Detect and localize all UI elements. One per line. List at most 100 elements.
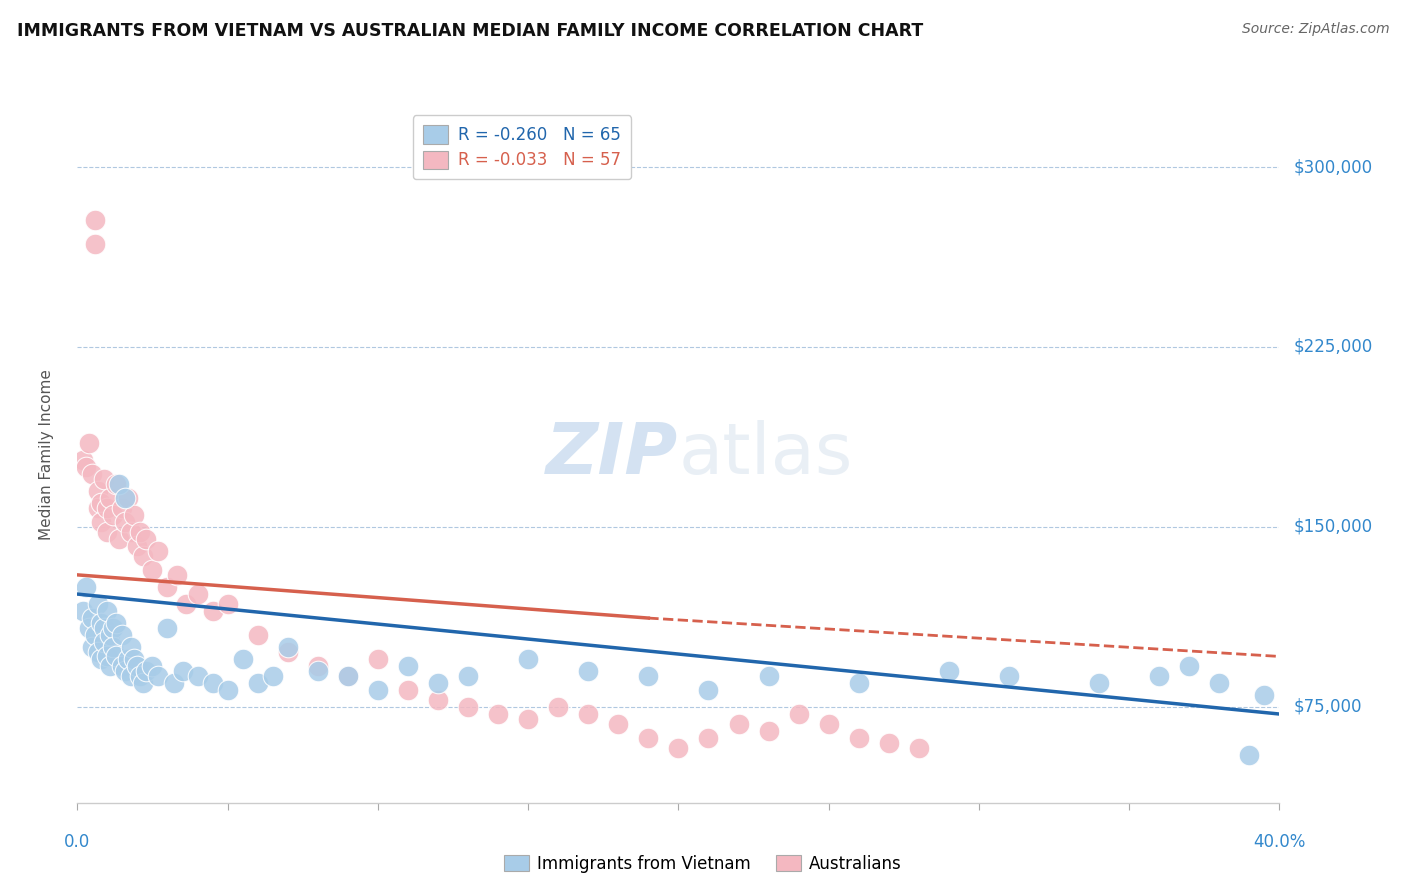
Point [87, 500, 110, 515]
Point [90, 652, 112, 666]
Point [103, 508, 125, 522]
Point [998, 668, 1021, 682]
Point [132, 676, 155, 690]
Point [82, 611, 104, 625]
Point [75, 459, 97, 474]
Point [82, 467, 104, 482]
Text: atlas: atlas [679, 420, 853, 490]
Point [148, 668, 170, 682]
Point [82, 640, 104, 654]
Point [129, 668, 152, 682]
Point [100, 628, 122, 642]
Point [277, 645, 299, 659]
Point [75, 580, 97, 594]
Point [848, 676, 870, 690]
Point [486, 706, 509, 721]
Point [307, 664, 329, 678]
Point [668, 740, 690, 755]
Point [120, 668, 142, 682]
Point [758, 668, 780, 682]
Point [307, 659, 329, 673]
Point [93, 621, 115, 635]
Point [186, 668, 209, 682]
Point [787, 706, 810, 721]
Text: 40.0%: 40.0% [1253, 833, 1306, 851]
Point [72, 452, 94, 467]
Point [367, 652, 389, 666]
Point [186, 587, 209, 601]
Point [938, 664, 960, 678]
Point [87, 597, 110, 611]
Point [1149, 668, 1171, 682]
Point [517, 652, 540, 666]
Text: Source: ZipAtlas.com: Source: ZipAtlas.com [1241, 22, 1389, 37]
Point [637, 731, 659, 745]
Point [517, 712, 540, 726]
Point [1253, 688, 1275, 702]
Point [877, 736, 900, 750]
Point [132, 549, 155, 563]
Point [124, 508, 146, 522]
Point [72, 604, 94, 618]
Point [166, 567, 188, 582]
Point [396, 659, 419, 673]
Point [84, 628, 107, 642]
Text: $300,000: $300,000 [1294, 158, 1372, 176]
Text: IMMIGRANTS FROM VIETNAM VS AUSTRALIAN MEDIAN FAMILY INCOME CORRELATION CHART: IMMIGRANTS FROM VIETNAM VS AUSTRALIAN ME… [17, 22, 924, 40]
Point [576, 706, 599, 721]
Point [727, 716, 749, 731]
Point [103, 621, 125, 635]
Point [637, 668, 659, 682]
Point [117, 652, 139, 666]
Point [129, 524, 152, 539]
Point [697, 683, 720, 698]
Point [336, 668, 359, 682]
Point [87, 483, 110, 498]
Point [848, 731, 870, 745]
Point [114, 664, 136, 678]
Point [457, 668, 479, 682]
Point [120, 524, 142, 539]
Point [93, 635, 115, 649]
Point [96, 649, 118, 664]
Point [201, 604, 224, 618]
Point [100, 491, 122, 505]
Point [427, 692, 450, 706]
Point [232, 652, 254, 666]
Text: $75,000: $75,000 [1294, 698, 1362, 716]
Point [96, 524, 118, 539]
Point [108, 476, 131, 491]
Point [817, 716, 839, 731]
Point [217, 683, 239, 698]
Point [1208, 676, 1230, 690]
Point [607, 716, 630, 731]
Point [84, 212, 107, 227]
Point [367, 683, 389, 698]
Legend: R = -0.260   N = 65, R = -0.033   N = 57: R = -0.260 N = 65, R = -0.033 N = 57 [413, 115, 631, 179]
Point [84, 236, 107, 251]
Point [457, 699, 479, 714]
Point [262, 668, 284, 682]
Text: $150,000: $150,000 [1294, 518, 1372, 536]
Point [100, 659, 122, 673]
Point [174, 597, 197, 611]
Point [141, 659, 163, 673]
Point [105, 476, 128, 491]
Point [697, 731, 720, 745]
Y-axis label: Median Family Income: Median Family Income [39, 369, 55, 541]
Point [908, 740, 931, 755]
Point [1088, 676, 1111, 690]
Point [396, 683, 419, 698]
Point [114, 491, 136, 505]
Point [93, 472, 115, 486]
Point [120, 640, 142, 654]
Point [87, 645, 110, 659]
Text: 0.0: 0.0 [65, 833, 90, 851]
Point [105, 615, 128, 630]
Point [135, 532, 157, 546]
Point [111, 628, 134, 642]
Point [111, 500, 134, 515]
Point [1239, 747, 1261, 762]
Point [162, 676, 184, 690]
Point [758, 723, 780, 738]
